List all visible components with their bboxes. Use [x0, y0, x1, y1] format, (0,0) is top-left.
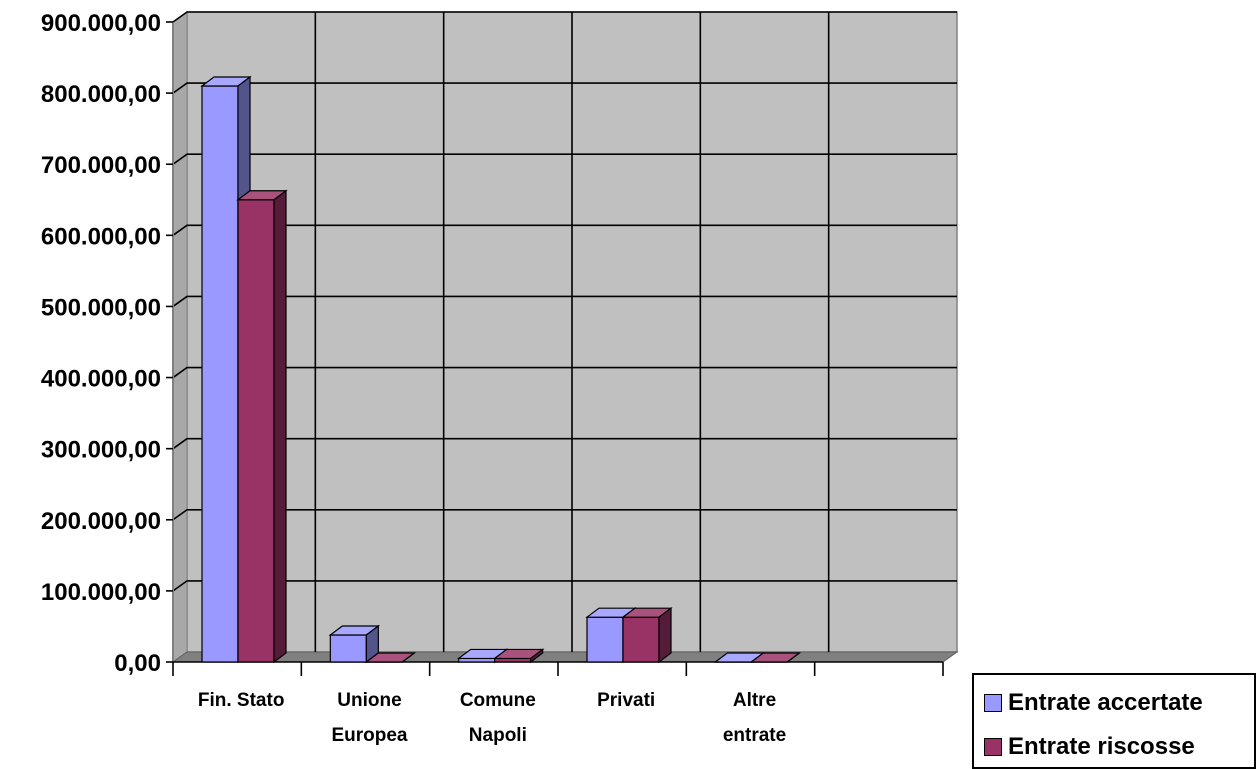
y-tick-label: 500.000,00: [41, 294, 161, 321]
y-tick-label: 800.000,00: [41, 81, 161, 108]
bar: [586, 616, 624, 663]
y-tick-label: 200.000,00: [41, 508, 161, 535]
legend-swatch-riscosse: [984, 738, 1002, 756]
plot-side-wall: [172, 11, 188, 663]
legend-item-riscosse: Entrate riscosse: [984, 733, 1195, 761]
legend: Entrate accertate Entrate riscosse: [972, 673, 1256, 769]
y-tick-label: 300.000,00: [41, 437, 161, 464]
bar: [237, 199, 275, 663]
legend-label-riscosse: Entrate riscosse: [1008, 733, 1195, 760]
x-tick-label: Europea: [331, 725, 407, 746]
bar: [329, 634, 367, 663]
plot-floor: [171, 651, 959, 663]
bar: [201, 85, 239, 663]
x-tick-label: Fin. Stato: [198, 690, 285, 711]
x-tick-label: Comune: [460, 690, 536, 711]
bar-side: [786, 652, 800, 663]
y-tick-label: 600.000,00: [41, 223, 161, 250]
bar-side: [401, 652, 415, 663]
y-tick-label: 100.000,00: [41, 579, 161, 606]
y-tick-label: 700.000,00: [41, 152, 161, 179]
bar: [622, 616, 660, 663]
legend-label-accertate: Entrate accertate: [1008, 689, 1203, 716]
x-tick-label: Privati: [597, 690, 655, 711]
x-tick-label: entrate: [723, 725, 786, 746]
legend-item-accertate: Entrate accertate: [984, 689, 1203, 717]
bar-side: [530, 648, 544, 664]
x-tick-label: Unione: [337, 690, 401, 711]
y-tick-label: 400.000,00: [41, 366, 161, 393]
y-tick-label: 0,00: [114, 650, 161, 677]
bar-side: [658, 607, 672, 664]
legend-swatch-accertate: [984, 694, 1002, 712]
x-tick-label: Altre: [733, 690, 776, 711]
x-tick-label: Napoli: [469, 725, 527, 746]
y-tick-label: 900.000,00: [41, 10, 161, 37]
bar-side: [273, 189, 287, 664]
